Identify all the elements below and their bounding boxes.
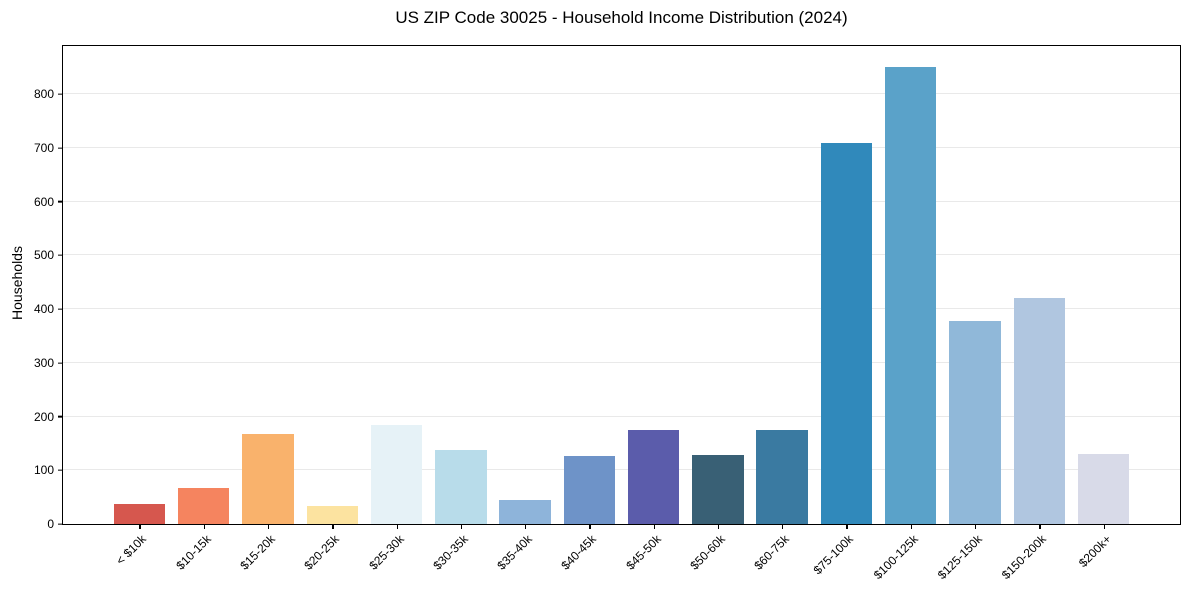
x-tick-label-$35-40k: $35-40k bbox=[494, 532, 535, 573]
x-tick-mark-$50-60k bbox=[717, 524, 720, 529]
x-tick-label-$10-15k: $10-15k bbox=[173, 532, 214, 573]
x-tick-label-$200k+: $200k+ bbox=[1075, 532, 1114, 570]
y-tick-label-500: 500 bbox=[33, 248, 54, 263]
x-tick-mark-$60-75k bbox=[782, 524, 784, 529]
x-tick-label-$60-75k: $60-75k bbox=[751, 532, 793, 573]
y-tick-mark-400 bbox=[58, 308, 63, 310]
x-tick-mark-$100-125k bbox=[910, 524, 912, 529]
y-tick-label-300: 300 bbox=[33, 355, 54, 370]
x-tick-mark-$30-35k bbox=[460, 524, 463, 529]
gridline-300 bbox=[63, 361, 1180, 363]
x-tick-label-$40-45k: $40-45k bbox=[558, 532, 600, 573]
gridline-100 bbox=[63, 469, 1180, 471]
x-tick-mark-$35-40k bbox=[525, 524, 527, 529]
gridline-800 bbox=[63, 93, 1180, 95]
y-tick-label-400: 400 bbox=[33, 302, 54, 317]
x-tick-mark-$75-100k bbox=[846, 524, 848, 529]
x-tick-label-$25-30k: $25-30k bbox=[365, 532, 407, 573]
bar-$125-150k bbox=[949, 320, 1001, 524]
gridline-700 bbox=[63, 147, 1180, 149]
x-tick-label-$20-25k: $20-25k bbox=[301, 532, 343, 573]
x-tick-label-$150-200k: $150-200k bbox=[999, 532, 1050, 583]
bar-$25-30k bbox=[370, 424, 423, 524]
gridline-600 bbox=[63, 200, 1180, 202]
x-tick-mark-$40-45k bbox=[589, 524, 591, 529]
y-axis-label: Households bbox=[9, 246, 25, 320]
bar-$20-25k bbox=[306, 505, 358, 524]
y-tick-mark-300 bbox=[58, 362, 63, 364]
x-tick-label-$50-60k: $50-60k bbox=[687, 532, 728, 573]
bar-$10-15k bbox=[178, 488, 230, 524]
x-tick-label-$100-125k: $100-125k bbox=[870, 532, 921, 583]
y-tick-label-0: 0 bbox=[47, 517, 54, 531]
bar-$200k+ bbox=[1077, 453, 1130, 524]
plot-area: 0 100 200 300 400 500 600 700 800 < $10k $10-15k $1… bbox=[34, 45, 1181, 582]
bar-$15-20k bbox=[242, 434, 294, 524]
bar-$35-40k bbox=[499, 500, 551, 524]
y-tick-mark-500 bbox=[58, 254, 63, 257]
gridline-200 bbox=[63, 415, 1180, 417]
y-tick-label-600: 600 bbox=[33, 194, 54, 209]
y-tick-label-100: 100 bbox=[33, 463, 54, 478]
bar-$100-125k bbox=[885, 67, 937, 524]
x-tick-mark-$125-150k bbox=[974, 524, 977, 529]
bar-$60-75k bbox=[756, 430, 808, 524]
gridline-400 bbox=[63, 308, 1180, 310]
gridline-500 bbox=[63, 254, 1180, 256]
y-tick-mark-0 bbox=[58, 523, 63, 525]
y-tick-mark-200 bbox=[58, 415, 63, 418]
bar-< $10k bbox=[113, 504, 166, 524]
y-tick-mark-100 bbox=[58, 469, 63, 471]
x-tick-label-$30-35k: $30-35k bbox=[430, 532, 471, 573]
bar-$40-45k bbox=[563, 456, 616, 524]
x-tick-mark-$150-200k bbox=[1039, 524, 1041, 529]
x-tick-label-$15-20k: $15-20k bbox=[237, 532, 278, 573]
bar-$30-35k bbox=[435, 450, 487, 524]
y-tick-label-200: 200 bbox=[33, 409, 54, 424]
y-tick-label-800: 800 bbox=[33, 87, 54, 102]
x-tick-mark-$200k+ bbox=[1103, 524, 1105, 529]
x-tick-label-$125-150k: $125-150k bbox=[934, 532, 985, 583]
y-tick-mark-800 bbox=[58, 93, 63, 95]
bar-$50-60k bbox=[692, 454, 744, 524]
x-tick-label-< $10k: < $10k bbox=[113, 532, 150, 568]
y-tick-label-700: 700 bbox=[33, 141, 54, 156]
x-tick-mark-$10-15k bbox=[203, 524, 206, 529]
x-tick-mark-$15-20k bbox=[268, 524, 270, 529]
bar-$75-100k bbox=[820, 142, 873, 524]
x-tick-mark-$20-25k bbox=[332, 524, 334, 529]
bar-$150-200k bbox=[1013, 298, 1065, 524]
x-tick-mark-$25-30k bbox=[396, 524, 398, 529]
bar-$45-50k bbox=[627, 430, 680, 524]
x-tick-label-$75-100k: $75-100k bbox=[811, 532, 857, 578]
x-tick-mark-$45-50k bbox=[653, 524, 655, 529]
chart-title: US ZIP Code 30025 - Household Income Dis… bbox=[395, 8, 848, 27]
y-tick-mark-600 bbox=[58, 201, 63, 203]
y-tick-mark-700 bbox=[58, 147, 63, 149]
x-tick-label-$45-50k: $45-50k bbox=[622, 532, 664, 573]
x-tick-mark-< $10k bbox=[139, 524, 141, 529]
